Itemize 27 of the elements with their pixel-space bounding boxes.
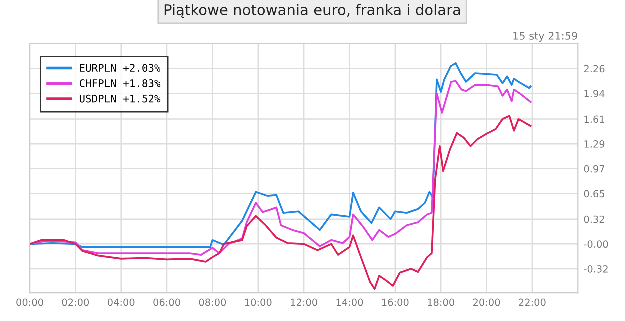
y-tick-label: 2.26 bbox=[584, 65, 605, 73]
x-tick-label: 06:00 bbox=[154, 298, 180, 306]
x-tick-label: 00:00 bbox=[16, 298, 44, 306]
legend-label: EURPLN +2.03% bbox=[80, 64, 161, 72]
y-tick-label: 0.97 bbox=[584, 165, 604, 173]
x-tick-label: 18:00 bbox=[428, 298, 454, 306]
x-tick-label: 08:00 bbox=[199, 298, 226, 306]
x-tick-label: 22:00 bbox=[519, 298, 546, 306]
x-tick-label: 10:00 bbox=[245, 298, 272, 306]
chart-title: Piątkowe notowania euro, franka i dolara bbox=[164, 4, 460, 18]
y-tick-label: 1.94 bbox=[584, 90, 605, 98]
legend-label: CHFPLN +1.83% bbox=[80, 80, 161, 88]
x-tick-label: 16:00 bbox=[382, 298, 409, 306]
x-tick-label: 12:00 bbox=[291, 298, 318, 306]
y-tick-label: 1.61 bbox=[584, 116, 604, 124]
text: 15 sty 21:59 bbox=[514, 32, 578, 42]
y-tick-label: -0.32 bbox=[584, 265, 608, 273]
x-tick-label: 04:00 bbox=[108, 298, 135, 306]
y-tick-label: 0.65 bbox=[584, 190, 604, 198]
line-series bbox=[30, 115, 532, 290]
y-tick-label: -0.00 bbox=[584, 240, 608, 248]
x-tick-label: 14:00 bbox=[336, 298, 364, 306]
legend-label: USDPLN +1.52% bbox=[80, 94, 161, 103]
y-tick-label: 0.32 bbox=[584, 216, 604, 224]
x-tick-label: 02:00 bbox=[62, 298, 90, 306]
y-tick-label: 1.29 bbox=[584, 140, 605, 148]
x-tick-label: 20:00 bbox=[473, 298, 500, 306]
